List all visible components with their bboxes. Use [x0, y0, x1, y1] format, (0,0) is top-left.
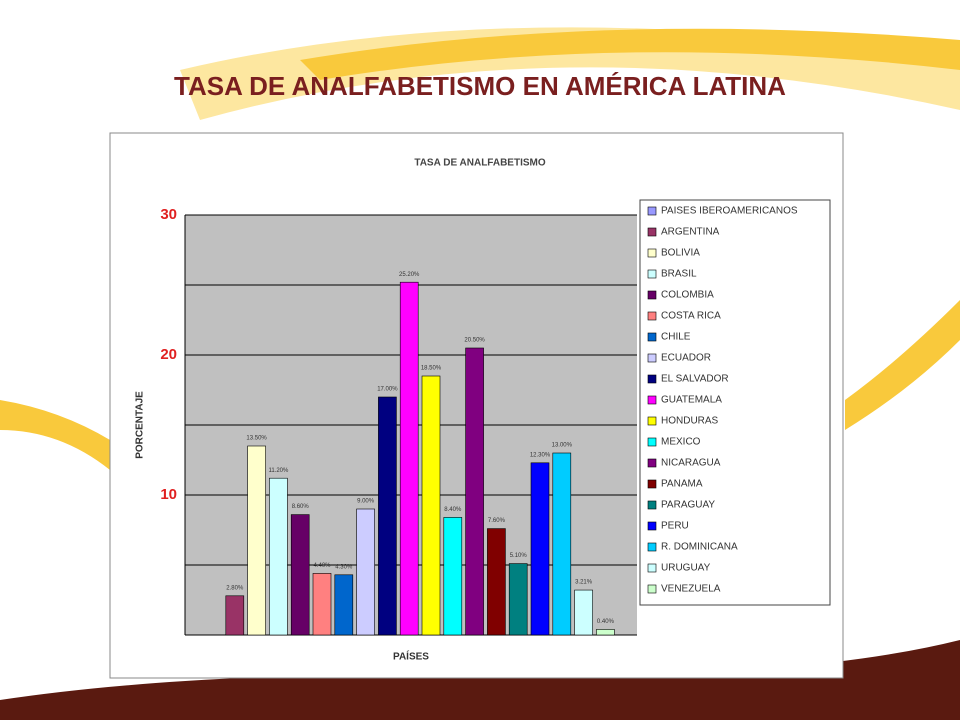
bar — [269, 477, 288, 636]
bar — [552, 452, 572, 636]
bar — [290, 514, 310, 636]
bar — [225, 595, 245, 636]
bar — [356, 508, 375, 636]
legend-label: EL SALVADOR — [661, 374, 729, 385]
legend-label: PARAGUAY — [661, 500, 715, 511]
bar — [465, 347, 484, 636]
bar — [574, 589, 593, 636]
value-label: 9.00% — [357, 499, 375, 505]
legend-label: NICARAGUA — [661, 458, 721, 469]
swoosh — [0, 400, 110, 470]
legend-swatch — [647, 227, 657, 237]
legend-swatch — [647, 374, 657, 384]
bar — [421, 375, 441, 636]
legend-label: URUGUAY — [661, 563, 711, 574]
legend-label: PAISES IBEROAMERICANOS — [661, 206, 798, 217]
legend-label: PANAMA — [661, 479, 703, 490]
value-label: 12.30% — [530, 452, 551, 458]
legend-swatch — [647, 437, 657, 447]
bar — [312, 573, 332, 636]
legend-label: COSTA RICA — [661, 311, 721, 322]
swoosh — [845, 300, 960, 430]
legend-swatch — [647, 269, 657, 279]
legend-label: GUATEMALA — [661, 395, 722, 406]
legend-swatch — [647, 311, 657, 321]
legend — [639, 199, 831, 606]
value-label: 11.20% — [268, 468, 289, 474]
value-label: 3.21% — [575, 580, 593, 586]
legend-label: PERU — [661, 521, 689, 532]
legend-label: BRASIL — [661, 269, 697, 280]
legend-label: ARGENTINA — [661, 227, 720, 238]
swoosh — [300, 28, 960, 80]
value-label: 13.50% — [246, 436, 267, 442]
value-label: 7.60% — [488, 518, 506, 524]
legend-swatch — [647, 584, 657, 594]
legend-swatch — [647, 479, 657, 489]
bar — [443, 517, 463, 636]
bar — [596, 629, 615, 636]
y-tick-label: 20 — [160, 346, 177, 363]
legend-swatch — [647, 521, 657, 531]
bar — [378, 396, 397, 636]
value-label: 20.50% — [464, 338, 485, 344]
chart-title: TASA DE ANALFABETISMO — [414, 158, 546, 169]
value-label: 2.80% — [226, 585, 244, 591]
legend-label: R. DOMINICANA — [661, 542, 738, 553]
value-label: 13.00% — [552, 443, 573, 449]
legend-label: ECUADOR — [661, 353, 711, 364]
y-axis-label: PORCENTAJE — [135, 391, 146, 459]
footer-band — [0, 640, 960, 720]
value-label: 25.20% — [399, 272, 420, 278]
legend-label: MEXICO — [661, 437, 701, 448]
value-label: 0.40% — [597, 619, 615, 625]
legend-swatch — [647, 353, 657, 363]
legend-label: CHILE — [661, 332, 691, 343]
legend-swatch — [647, 458, 657, 468]
legend-swatch — [647, 332, 657, 342]
legend-label: COLOMBIA — [661, 290, 714, 301]
value-label: 8.60% — [292, 504, 310, 510]
legend-label: HONDURAS — [661, 416, 719, 427]
legend-swatch — [647, 416, 657, 426]
legend-swatch — [647, 563, 657, 573]
value-label: 5.10% — [510, 553, 528, 559]
bar — [399, 281, 419, 636]
legend-swatch — [647, 248, 657, 258]
bar — [530, 462, 550, 636]
legend-swatch — [647, 500, 657, 510]
y-tick-label: 10 — [160, 486, 177, 503]
value-label: 4.30% — [335, 564, 353, 570]
legend-swatch — [647, 290, 657, 300]
y-tick-label: 30 — [160, 206, 177, 223]
legend-swatch — [647, 206, 657, 216]
legend-swatch — [647, 542, 657, 552]
value-label: 4.40% — [313, 563, 331, 569]
x-axis-label: PAÍSES — [393, 650, 429, 663]
bar — [334, 574, 354, 636]
bar — [247, 445, 266, 636]
legend-label: VENEZUELA — [661, 584, 721, 595]
legend-label: BOLIVIA — [661, 248, 700, 259]
value-label: 17.00% — [377, 387, 398, 393]
bar — [508, 563, 528, 636]
legend-swatch — [647, 395, 657, 405]
slide-title: TASA DE ANALFABETISMO EN AMÉRICA LATINA — [174, 71, 786, 101]
bar — [487, 528, 506, 636]
value-label: 18.50% — [421, 366, 442, 372]
value-label: 8.40% — [444, 507, 462, 513]
